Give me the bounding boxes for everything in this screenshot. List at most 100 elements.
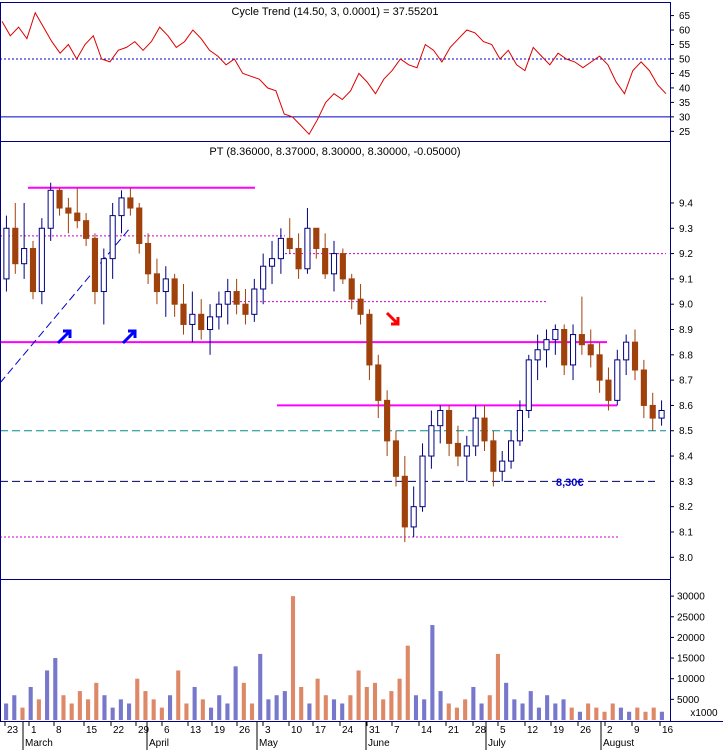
x-tick-label: 1: [31, 725, 37, 736]
price-tick-label: 8.6: [679, 401, 693, 412]
x-tick-label: 31: [369, 725, 381, 736]
x-axis: 23 1 8 15 22 29 6 13 19 26 3 10 17 24 31 7 14 21 28 5 12 19 26…: [4, 722, 674, 750]
price-tick-label: 9.1: [679, 274, 693, 285]
price-tick-label: 8.7: [679, 376, 693, 387]
volume-bar: [422, 699, 427, 720]
volume-bar: [77, 691, 82, 720]
volume-bar: [94, 682, 99, 720]
x-tick-label: 22: [113, 725, 125, 736]
volume-bar: [397, 678, 402, 720]
volume-bar: [282, 691, 287, 720]
volume-bar: [561, 699, 566, 720]
x-tick-label: 6: [164, 725, 170, 736]
volume-bar: [28, 686, 33, 720]
candle-up: [260, 265, 267, 290]
volume-tick-label: 10000: [677, 674, 705, 685]
volume-bar: [651, 707, 656, 720]
candle-up: [543, 339, 550, 351]
volume-bar: [487, 695, 492, 720]
candle-up: [118, 197, 125, 217]
candle-down: [587, 344, 594, 356]
indicator-tick-label: 65: [679, 11, 691, 22]
volume-bar: [233, 666, 238, 720]
volume-bar: [569, 707, 574, 720]
volume-bar: [20, 707, 25, 720]
volume-tick-label: 30000: [677, 592, 705, 603]
volume-bar: [143, 691, 148, 720]
candle-down: [83, 220, 90, 239]
volume-bar: [159, 707, 164, 720]
candle-down: [153, 273, 161, 293]
candle-up: [3, 227, 10, 280]
candle-up: [277, 237, 284, 260]
volume-bar: [151, 699, 156, 720]
month-label: May: [259, 738, 278, 749]
candle-up: [419, 455, 426, 508]
candle-up: [552, 329, 559, 341]
x-tick-label: 5: [500, 725, 506, 736]
x-tick-label: 21: [448, 725, 460, 736]
volume-bar: [12, 695, 17, 720]
candle-down: [242, 303, 249, 315]
x-tick-label: 8: [56, 725, 62, 736]
price-tick-label: 8.1: [679, 527, 693, 538]
volume-bar: [208, 707, 214, 720]
price-tick-label: 9.4: [679, 198, 693, 209]
volume-bar: [610, 703, 615, 720]
month-label: March: [25, 738, 53, 749]
candle-up: [525, 359, 532, 411]
candle-down: [171, 278, 178, 305]
candle-up: [507, 440, 515, 462]
volume-bar: [381, 699, 386, 720]
price-candles: [3, 182, 665, 543]
x-tick-label: 16: [662, 725, 674, 736]
price-tick-label: 9.2: [679, 249, 693, 260]
volume-bar: [135, 678, 140, 720]
volume-bar: [69, 703, 74, 720]
candle-up: [534, 349, 541, 361]
volume-panel: 5000 10000 15000 20000 25000 30000 x1000: [4, 592, 718, 720]
x-tick-label: 9: [634, 725, 640, 736]
volume-bar: [274, 695, 279, 720]
volume-bar: [438, 691, 443, 720]
volume-tick-label: 20000: [677, 633, 705, 644]
candle-down: [136, 207, 143, 244]
indicator-tick-label: 25: [679, 127, 691, 138]
volume-bar: [86, 699, 91, 720]
price-tick-label: 8.3: [679, 477, 693, 488]
volume-bar: [225, 703, 230, 720]
indicator-tick-label: 35: [679, 98, 691, 109]
candle-down: [233, 291, 240, 305]
candle-up: [109, 215, 116, 260]
volume-bar: [512, 699, 517, 720]
volume-bar: [53, 658, 58, 720]
volume-bar: [102, 695, 107, 720]
candle-up: [463, 445, 470, 457]
candle-down: [605, 379, 612, 401]
candle-up: [410, 506, 417, 528]
x-tick-label: 29: [138, 725, 150, 736]
candle-down: [357, 298, 364, 315]
candle-down: [286, 237, 293, 250]
indicator-series-line: [1, 11, 667, 136]
price-title: PT (8.36000, 8.37000, 8.30000, 8.30000, …: [209, 146, 460, 158]
candle-down: [91, 237, 99, 293]
x-tick-label: 7: [394, 725, 400, 736]
volume-bar: [553, 703, 558, 720]
indicator-panel: Cycle Trend (14.50, 3, 0.0001) = 37.5520…: [0, 6, 691, 138]
candle-up: [658, 409, 665, 419]
price-panel: PT (8.36000, 8.37000, 8.30000, 8.30000, …: [0, 146, 693, 564]
indicator-tick-label: 45: [679, 69, 691, 80]
candle-up: [437, 409, 444, 427]
indicator-tick-label: 50: [679, 54, 691, 65]
x-tick-label: 26: [239, 725, 251, 736]
candle-up: [428, 425, 435, 457]
indicator-reference-lines: [0, 58, 670, 118]
candle-down: [454, 442, 462, 457]
candle-up: [189, 313, 196, 325]
volume-bar: [602, 711, 607, 720]
x-tick-label: 3: [265, 725, 271, 736]
candle-up: [304, 227, 311, 270]
volume-bar: [430, 625, 435, 720]
